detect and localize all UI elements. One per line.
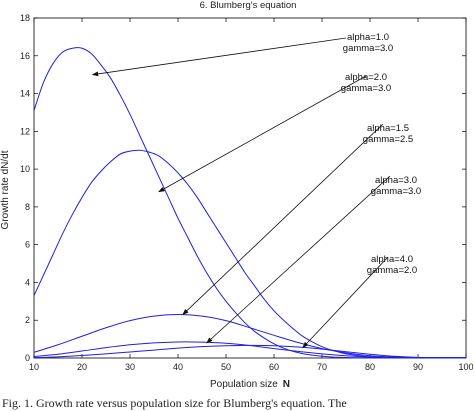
x-axis-ticks: 10 20 30 40 50 60 70 80 90 100 (29, 18, 474, 372)
x-tick-label: 60 (269, 362, 279, 372)
figure-caption: Fig. 1. Growth rate versus population si… (2, 396, 347, 410)
annotation-label: gamma=3.0 (371, 186, 421, 197)
x-tick-label: 80 (365, 362, 375, 372)
annotation-label: alpha=2.0 (345, 72, 387, 83)
annotation-arrow (206, 175, 391, 344)
annotation-label: alpha=3.0 (375, 175, 417, 186)
annotation-label: gamma=3.0 (341, 83, 391, 94)
x-axis-title: Population size N (210, 379, 290, 390)
annotation-arrow (91, 37, 347, 77)
y-tick-label: 4 (25, 277, 30, 287)
annotation-label: gamma=2.0 (367, 265, 417, 276)
x-tick-label: 20 (77, 362, 87, 372)
annotation-arrow (182, 123, 384, 316)
x-tick-label: 30 (125, 362, 135, 372)
series-line-5 (33, 344, 467, 359)
y-tick-label: 8 (25, 202, 30, 212)
x-tick-label: 90 (413, 362, 423, 372)
x-tick-label: 40 (173, 362, 183, 372)
series-line-1 (33, 47, 467, 359)
y-tick-label: 10 (20, 164, 30, 174)
annotation-label: gamma=3.0 (343, 43, 393, 54)
x-tick-label: 100 (458, 362, 473, 372)
x-tick-label: 50 (221, 362, 231, 372)
y-tick-label: 16 (20, 51, 30, 61)
chart-title: 6. Blumberg's equation (200, 0, 297, 11)
y-tick-label: 18 (20, 13, 30, 23)
series-lines (33, 47, 467, 359)
series-line-3 (33, 314, 467, 359)
y-axis-ticks: 0 2 4 6 8 10 12 14 16 18 (20, 13, 466, 363)
chart: 6. Blumberg's equation 0 2 4 6 8 10 12 14 16 18 1… (0, 0, 474, 390)
y-tick-label: 14 (20, 89, 30, 99)
y-axis-title: Growth rate dN/dt (0, 150, 11, 229)
annotation-label: alpha=1.5 (367, 123, 409, 134)
y-tick-label: 6 (25, 240, 30, 250)
y-tick-label: 0 (25, 353, 30, 363)
plot-frame (33, 17, 467, 359)
x-tick-label: 10 (29, 362, 39, 372)
annotation-arrow (158, 75, 367, 193)
x-tick-label: 70 (317, 362, 327, 372)
annotation-label: gamma=2.5 (363, 134, 413, 145)
series-line-4 (33, 341, 467, 359)
annotation-label: alpha=1.0 (347, 32, 389, 43)
plot-area (33, 17, 467, 359)
annotation-arrow (302, 256, 389, 349)
annotation-label: alpha=4.0 (371, 254, 413, 265)
annotations: alpha=1.0gamma=3.0alpha=2.0gamma=3.0alph… (91, 32, 421, 349)
y-tick-label: 12 (20, 126, 30, 136)
y-tick-label: 2 (25, 315, 30, 325)
